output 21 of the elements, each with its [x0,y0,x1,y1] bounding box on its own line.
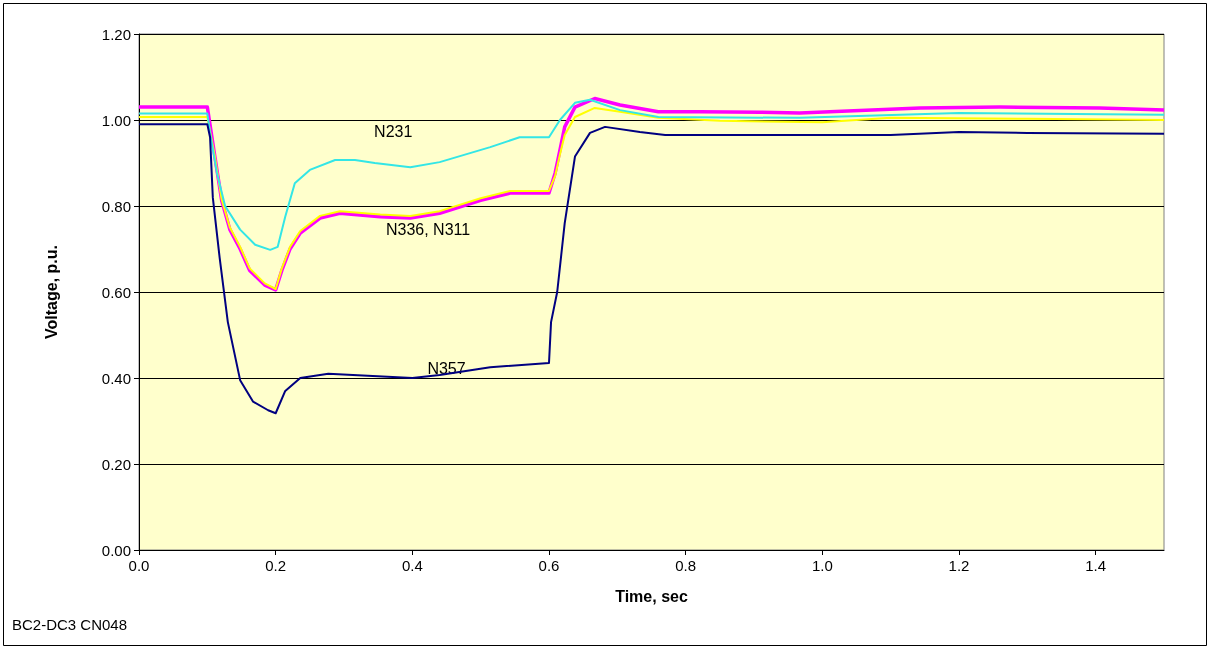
y-axis-title: Voltage, p.u. [42,245,60,339]
annotation: N357 [427,359,466,377]
x-tick-label: 1.2 [948,557,970,574]
y-tick-label: 1.00 [101,111,131,129]
text: BC2-DC3 CN048 [12,616,128,633]
y-tick-label: 0.20 [101,455,131,473]
x-tick-label: 0.0 [128,557,150,574]
annotation: N231 [374,123,413,141]
x-tick-label: 0.8 [675,557,697,574]
y-tick-label: 0.00 [101,541,131,559]
x-axis-title: Time, sec [615,587,688,605]
x-tick-label: 1.4 [1085,557,1107,574]
x-tick-label: 1.0 [811,557,833,574]
y-tick-label: 1.20 [101,25,131,43]
x-tick-label: 0.2 [265,557,287,574]
x-tick-label: 0.6 [538,557,560,574]
y-tick-label: 0.80 [101,197,131,215]
y-tick-label: 0.60 [101,283,131,301]
x-tick-label: 0.4 [401,557,423,574]
annotation: N336, N311 [385,221,471,239]
y-tick-label: 0.40 [101,369,131,387]
